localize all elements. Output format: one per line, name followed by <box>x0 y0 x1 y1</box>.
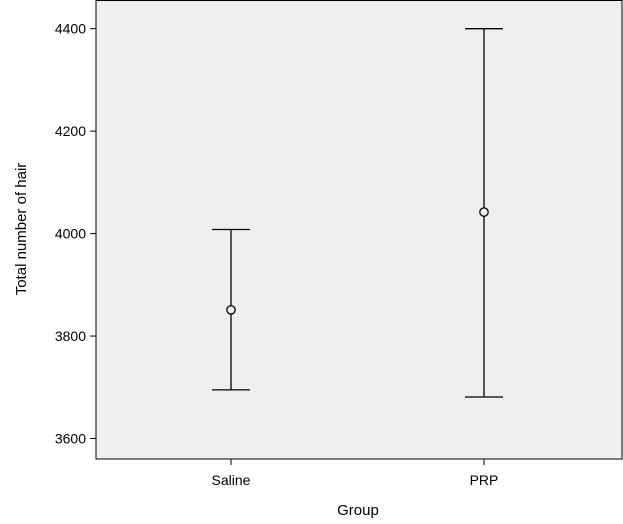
y-tick-label: 3800 <box>55 328 86 344</box>
y-axis: 3600 3800 4000 4200 4400 <box>55 21 96 447</box>
x-tick-label: Saline <box>212 472 251 488</box>
data-marks <box>212 28 503 398</box>
plot-area <box>95 0 623 460</box>
x-axis: Saline PRP <box>212 459 499 488</box>
y-tick-label: 4200 <box>55 123 86 139</box>
mean-marker <box>226 305 236 315</box>
mean-marker <box>479 207 489 217</box>
y-tick-label: 3600 <box>55 431 86 447</box>
y-tick-label: 4400 <box>55 21 86 37</box>
x-tick-label: PRP <box>470 472 499 488</box>
y-tick-label: 4000 <box>55 226 86 242</box>
x-axis-title: Group <box>337 502 379 519</box>
y-axis-title: Total number of hair <box>13 163 30 296</box>
